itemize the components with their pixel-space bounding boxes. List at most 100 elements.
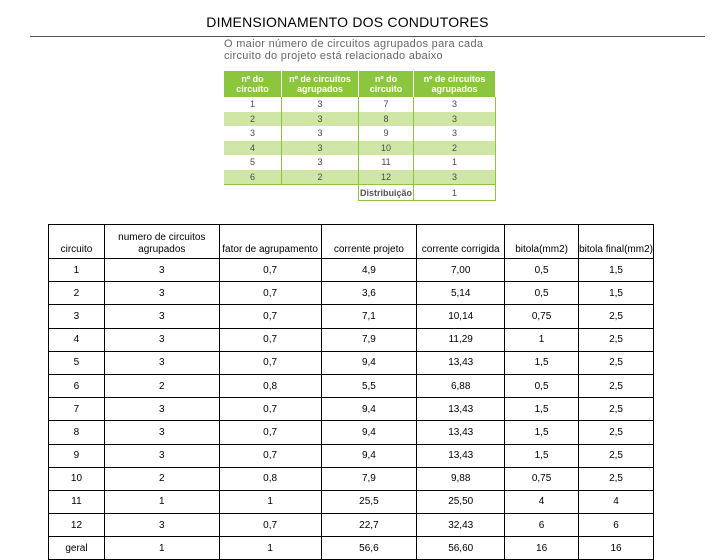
table-cell: 0,7: [218, 257, 322, 283]
table-cell: 0,75: [504, 466, 580, 491]
table-cell: 0,7: [218, 281, 322, 306]
reference-cell: 3: [281, 97, 359, 112]
table-cell: 4: [48, 327, 105, 352]
table-cell: 0,5: [504, 281, 580, 306]
table-cell: geral: [48, 536, 105, 560]
table-cell: 0,7: [218, 443, 322, 468]
table-header-cell: numero de circuitos agrupados: [103, 224, 220, 259]
reference-cell: 2: [281, 169, 359, 185]
table-cell: 2,5: [578, 420, 654, 445]
table-cell: 3: [48, 304, 105, 329]
reference-cell: 3: [413, 97, 496, 112]
reference-cell: 12: [358, 169, 414, 185]
table-cell: 3: [103, 327, 220, 352]
page-title: DIMENSIONAMENTO DOS CONDUTORES: [206, 14, 489, 30]
reference-header-cell: nº do circuito: [358, 71, 414, 97]
table-cell: 1: [103, 489, 220, 515]
reference-header-cell: nº do circuito: [224, 71, 282, 97]
table-header-cell: fator de agrupamento: [218, 224, 322, 259]
table-row: 9 3 0,7 9,4 13,43 1,5 2,5: [48, 443, 654, 468]
reference-cell: 3: [281, 140, 359, 155]
table-cell: 4: [578, 489, 654, 515]
reference-cell: 1: [413, 155, 496, 170]
table-cell: 3: [103, 443, 220, 468]
table-header-row: circuito numero de circuitos agrupados fat…: [48, 224, 654, 259]
reference-cell: 3: [281, 155, 359, 170]
table-cell: 56,6: [320, 536, 418, 560]
table-row: 5 3 0,7 9,4 13,43 1,5 2,5: [48, 350, 654, 375]
table-cell: 3: [103, 513, 220, 538]
table-cell: 0,7: [218, 513, 322, 538]
table-cell: 8: [48, 420, 105, 445]
table-cell: 7,9: [320, 466, 418, 491]
table-cell: 3: [103, 281, 220, 306]
reference-footer-blank: [281, 184, 359, 201]
table-header-cell: corrente projeto: [320, 224, 418, 259]
table-row: 3 3 0,7 7,1 10,14 0,75 2,5: [48, 304, 654, 329]
table-cell: 9,4: [320, 443, 418, 468]
table-header-cell: bitola final(mm2): [578, 224, 654, 259]
table-cell: 9: [48, 443, 105, 468]
table-row: 2 3 0,7 3,6 5,14 0,5 1,5: [48, 281, 654, 306]
reference-cell: 3: [281, 126, 359, 141]
table-cell: 6: [504, 513, 580, 538]
table-cell: 1,5: [504, 350, 580, 375]
table-cell: 13,43: [416, 397, 506, 422]
table-cell: 1,5: [578, 257, 654, 283]
table-cell: 0,7: [218, 420, 322, 445]
reference-row: 4 3 10 2: [224, 140, 496, 155]
table-row: geral 1 1 56,6 56,60 16 16: [48, 536, 654, 560]
table-cell: 4: [504, 489, 580, 515]
reference-cell: 9: [358, 126, 414, 141]
table-header-cell: bitola(mm2): [504, 224, 580, 259]
table-cell: 16: [504, 536, 580, 560]
table-cell: 7: [48, 397, 105, 422]
table-cell: 9,4: [320, 420, 418, 445]
table-cell: 2: [103, 373, 220, 399]
table-cell: 10: [48, 466, 105, 491]
table-cell: 1,5: [578, 281, 654, 306]
table-cell: 6,88: [416, 373, 506, 399]
table-cell: 22,7: [320, 513, 418, 538]
reference-cell: 10: [358, 140, 414, 155]
table-cell: 2,5: [578, 373, 654, 399]
reference-cell: 4: [224, 140, 282, 155]
table-cell: 2: [48, 281, 105, 306]
table-cell: 1,5: [504, 443, 580, 468]
table-cell: 13,43: [416, 350, 506, 375]
table-cell: 3: [103, 304, 220, 329]
table-header-cell: circuito: [48, 224, 105, 259]
reference-footer-value: 1: [413, 184, 496, 201]
table-row: 1 3 0,7 4,9 7,00 0,5 1,5: [48, 257, 654, 283]
reference-cell: 3: [413, 111, 496, 126]
reference-cell: 11: [358, 155, 414, 170]
table-cell: 3: [103, 350, 220, 375]
reference-cell: 6: [224, 169, 282, 185]
table-cell: 32,43: [416, 513, 506, 538]
table-cell: 2,5: [578, 327, 654, 352]
table-cell: 7,00: [416, 257, 506, 283]
reference-row: 5 3 11 1: [224, 155, 496, 170]
table-header-cell: corrente corrigida: [416, 224, 506, 259]
table-cell: 0,8: [218, 466, 322, 491]
table-cell: 10,14: [416, 304, 506, 329]
table-cell: 0,7: [218, 397, 322, 422]
table-cell: 2,5: [578, 466, 654, 491]
table-cell: 13,43: [416, 443, 506, 468]
reference-cell: 3: [224, 126, 282, 141]
table-cell: 25,5: [320, 489, 418, 515]
table-cell: 11,29: [416, 327, 506, 352]
table-cell: 1: [218, 489, 322, 515]
table-cell: 3: [103, 397, 220, 422]
reference-cell: 8: [358, 111, 414, 126]
table-cell: 11: [48, 489, 105, 515]
table-cell: 4,9: [320, 257, 418, 283]
table-cell: 9,4: [320, 397, 418, 422]
table-cell: 9,88: [416, 466, 506, 491]
table-cell: 1: [218, 536, 322, 560]
reference-cell: 1: [224, 97, 282, 112]
table-cell: 6: [48, 373, 105, 399]
table-cell: 12: [48, 513, 105, 538]
